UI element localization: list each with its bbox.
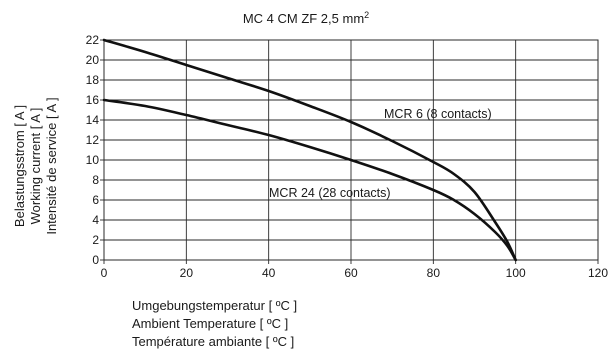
y-tick-label: 10 (86, 153, 100, 167)
x-tick-label: 40 (262, 266, 276, 280)
y-tick-label: 12 (86, 133, 100, 147)
series-line-mcr24 (102, 98, 517, 262)
axes (100, 39, 599, 264)
y-tick-label: 18 (86, 73, 100, 87)
x-tick-label: 100 (506, 266, 526, 280)
grid (103, 39, 599, 261)
y-axis-label-en: Working current [ A ] (28, 108, 43, 225)
y-tick-label: 20 (86, 53, 100, 67)
y-tick-label: 14 (86, 113, 100, 127)
x-tick-label: 120 (588, 266, 608, 280)
y-tick-label: 6 (92, 193, 99, 207)
chart-title-superscript: 2 (364, 10, 369, 20)
chart-title-main: MC 4 CM ZF 2,5 mm (243, 11, 364, 26)
x-tick-label: 60 (344, 266, 358, 280)
series-line-mcr6 (102, 38, 517, 262)
chart-title: MC 4 CM ZF 2,5 mm2 (243, 10, 369, 26)
y-tick-label: 16 (86, 93, 100, 107)
x-tick-label: 0 (101, 266, 108, 280)
plot-frame (103, 39, 599, 261)
y-axis-label-de: Belastungsstrom [ A ] (12, 105, 27, 227)
y-tick-label: 0 (92, 253, 99, 267)
y-tick-label: 4 (92, 213, 99, 227)
y-tick-labels: 0 2 4 6 8 10 12 14 16 18 20 22 (86, 33, 100, 267)
y-axis-label: Belastungsstrom [ A ] Working current [ … (12, 97, 59, 234)
series-label-mcr6: MCR 6 (8 contacts) (384, 107, 492, 121)
x-axis-label-de: Umgebungstemperatur [ ºC ] (132, 298, 298, 313)
series-label-mcr24: MCR 24 (28 contacts) (269, 186, 391, 200)
x-axis-label-en: Ambient Temperature [ ºC ] (132, 316, 289, 331)
y-tick-label: 2 (92, 233, 99, 247)
y-tick-label: 8 (92, 173, 99, 187)
series-layer (102, 38, 517, 262)
y-tick-label: 22 (86, 33, 100, 47)
y-axis-label-fr: Intensité de service [ A ] (44, 97, 59, 234)
x-tick-labels: 0 20 40 60 80 100 120 (101, 266, 609, 280)
x-axis-label: Umgebungstemperatur [ ºC ] Ambient Tempe… (132, 297, 297, 351)
x-tick-label: 80 (427, 266, 441, 280)
x-tick-label: 20 (180, 266, 194, 280)
x-axis-label-fr: Température ambiante [ ºC ] (132, 334, 295, 349)
